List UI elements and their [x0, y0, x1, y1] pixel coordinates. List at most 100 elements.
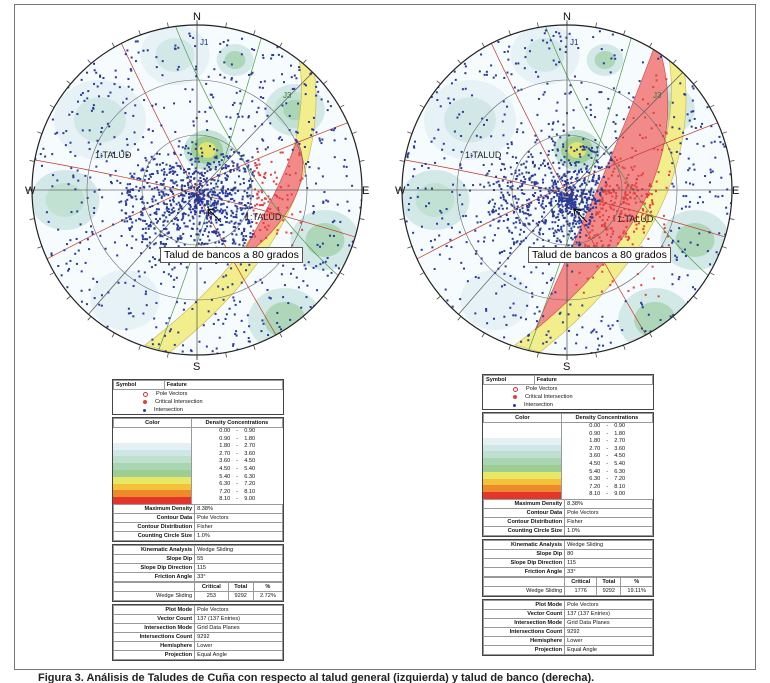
intersection-point [476, 221, 479, 224]
degree-tick [87, 316, 92, 321]
intersection-point [706, 250, 709, 253]
intersection-point [277, 209, 280, 212]
intersection-point [191, 215, 194, 218]
intersection-point [492, 218, 495, 221]
intersection-point [526, 304, 529, 307]
intersection-point [253, 170, 256, 173]
intersection-point [281, 55, 284, 58]
intersection-point [217, 200, 220, 203]
intersection-point [686, 274, 689, 277]
intersection-point [280, 328, 283, 331]
critical-table: Critical Total% Wedge Sliding 1776 9292 19.11… [482, 576, 653, 596]
intersection-point [247, 116, 250, 119]
intersection-point [521, 184, 524, 187]
intersection-point [564, 194, 567, 197]
intersection-point [199, 192, 202, 195]
intersection-point [539, 194, 542, 197]
intersection-point [158, 163, 161, 166]
intersection-point [645, 192, 648, 195]
intersection-point [577, 211, 580, 214]
kinematic-table: Kinematic Analysis Wedge Sliding Slope Dip… [482, 538, 654, 597]
intersection-point [634, 220, 637, 223]
intersection-point [249, 235, 252, 238]
intersection-point [173, 102, 176, 105]
intersection-point [60, 274, 63, 277]
intersection-point [525, 160, 528, 163]
intersection-point [87, 90, 90, 93]
intersection-point [613, 190, 616, 193]
intersection-point [285, 231, 288, 234]
intersection-point [216, 174, 219, 177]
intersection-point [155, 152, 158, 155]
intersection-point [277, 137, 280, 140]
intersection-point [69, 150, 72, 153]
intersection-point [495, 209, 498, 212]
intersection-point [322, 201, 325, 204]
intersection-point [574, 195, 577, 198]
intersection-point [600, 207, 603, 210]
intersection-point [202, 191, 205, 194]
intersection-point [235, 80, 238, 83]
intersection-point [633, 230, 636, 233]
intersection-point [243, 230, 246, 233]
intersection-point [124, 112, 127, 115]
legend-right: Symbol Feature Pole Vectors Critical Inte… [482, 374, 654, 658]
intersection-point [561, 230, 564, 233]
intersection-point [128, 190, 131, 193]
intersection-point [183, 194, 186, 197]
intersection-point [542, 93, 545, 96]
intersection-point [508, 230, 511, 233]
intersection-point [613, 215, 616, 218]
intersection-point [333, 139, 336, 142]
intersection-point [186, 176, 189, 179]
intersection-point [516, 207, 519, 210]
property-row: Contour Data Pole Vectors [482, 507, 653, 518]
intersection-point [519, 316, 522, 319]
intersection-point [490, 163, 493, 166]
intersection-point [225, 190, 228, 193]
intersection-point [212, 322, 215, 325]
degree-tick [66, 295, 71, 300]
intersection-point [140, 210, 143, 213]
intersection-point [610, 191, 613, 194]
intersection-point [584, 224, 587, 227]
intersection-point [231, 197, 234, 200]
intersection-point [67, 183, 70, 186]
intersection-point [492, 208, 495, 211]
intersection-point [562, 123, 565, 126]
intersection-point [126, 220, 129, 223]
intersection-point [244, 207, 247, 210]
intersection-point [502, 219, 505, 222]
intersection-point [570, 193, 573, 196]
intersection-point [567, 212, 570, 215]
intersection-point [344, 137, 347, 140]
degree-tick [351, 131, 357, 134]
intersection-point [290, 232, 293, 235]
intersection-point [580, 193, 583, 196]
intersection-point [210, 221, 213, 224]
intersection-point [141, 234, 144, 237]
intersection-point [582, 179, 585, 182]
intersection-point [280, 273, 283, 276]
intersection-point [692, 87, 695, 90]
intersection-point [130, 175, 133, 178]
intersection-point [163, 245, 166, 248]
intersection-point [560, 40, 563, 43]
intersection-point [125, 244, 128, 247]
intersection-point [562, 129, 565, 132]
intersection-point [503, 167, 506, 170]
intersection-point [197, 201, 200, 204]
intersection-point [151, 200, 154, 203]
intersection-point [557, 205, 560, 208]
intersection-point [633, 184, 636, 187]
intersection-point [193, 172, 196, 175]
ramp-swatch [483, 431, 562, 438]
intersection-point [334, 264, 337, 267]
intersection-point [555, 109, 558, 112]
intersection-point [598, 216, 601, 219]
intersection-point [267, 200, 270, 203]
intersection-point [641, 306, 644, 309]
intersection-point [332, 129, 335, 132]
intersection-point [530, 153, 533, 156]
intersection-point [628, 214, 631, 217]
